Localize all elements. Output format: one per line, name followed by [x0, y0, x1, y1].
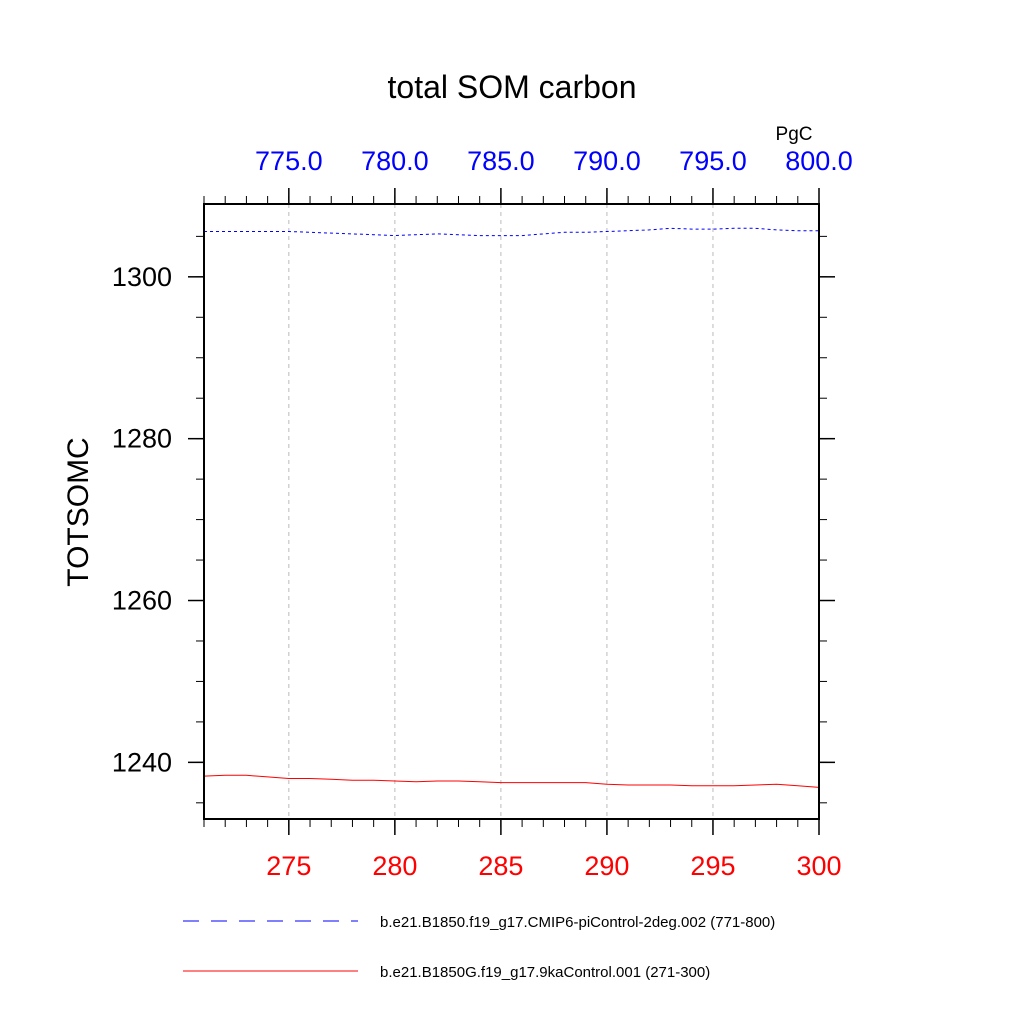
x2-tick-label: 785.0	[467, 146, 535, 176]
x-tick-label: 290	[584, 851, 629, 881]
x2-tick-label: 775.0	[255, 146, 323, 176]
series-line-1	[204, 227, 819, 237]
x-tick-label: 285	[478, 851, 523, 881]
y-tick-label: 1260	[112, 586, 172, 616]
plot-frame	[203, 203, 820, 820]
axis-ticks: 275 280 285 290 295 300 775.0 780.0 785.0 790.0 79…	[112, 146, 853, 881]
y-axis-label: TOTSOMC	[62, 437, 95, 586]
grid-lines	[288, 204, 714, 819]
series-lines	[203, 227, 820, 788]
x-tick-label: 295	[690, 851, 735, 881]
x-tick-label: 300	[796, 851, 841, 881]
units-label: PgC	[776, 124, 813, 145]
x2-tick-label: 795.0	[679, 146, 747, 176]
x2-tick-label: 800.0	[785, 146, 853, 176]
x-tick-label: 275	[266, 851, 311, 881]
legend-label-1: b.e21.B1850.f19_g17.CMIP6-piControl-2deg…	[380, 914, 775, 931]
x2-tick-label: 790.0	[573, 146, 641, 176]
x2-tick-label: 780.0	[361, 146, 429, 176]
series-line-2	[203, 774, 820, 788]
y-tick-label: 1280	[112, 424, 172, 454]
legend-label-2: b.e21.B1850G.f19_g17.9kaControl.001 (271…	[380, 964, 710, 981]
y-tick-label: 1300	[112, 262, 172, 292]
chart-title: total SOM carbon	[388, 69, 637, 105]
x-tick-label: 280	[372, 851, 417, 881]
axes	[203, 203, 820, 820]
legend: b.e21.B1850.f19_g17.CMIP6-piControl-2deg…	[183, 914, 775, 981]
y-tick-label: 1240	[112, 747, 172, 777]
